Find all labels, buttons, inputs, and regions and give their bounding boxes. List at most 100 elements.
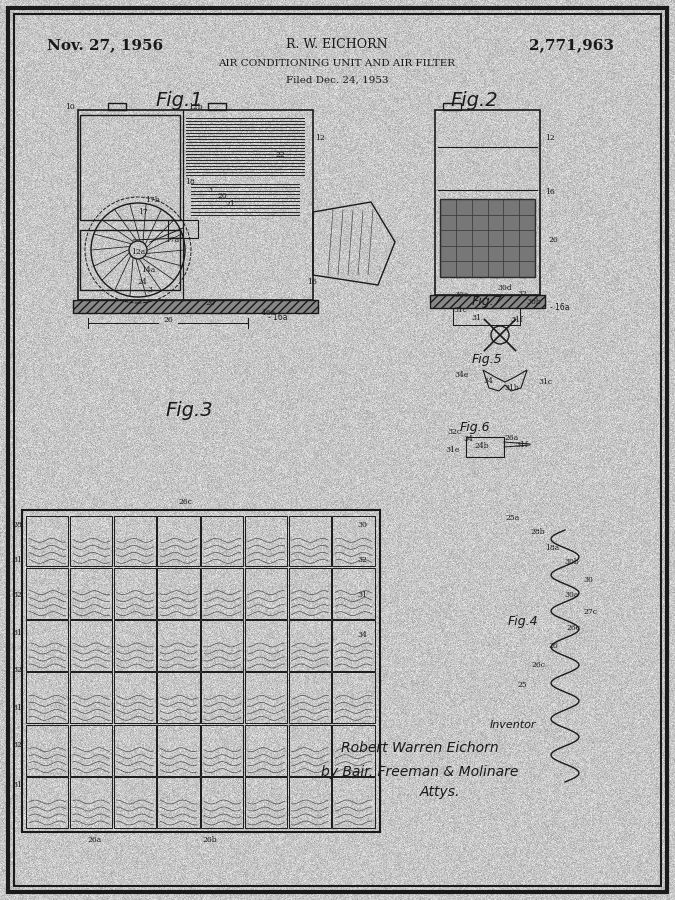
Text: 31: 31	[12, 781, 22, 789]
Bar	[80, 115, 180, 220]
Text: 12: 12	[545, 134, 555, 142]
Bar	[201, 516, 243, 566]
Text: 30a: 30a	[565, 591, 579, 599]
Text: 31: 31	[357, 591, 367, 599]
Bar	[70, 516, 112, 566]
Bar	[201, 620, 243, 671]
Bar	[440, 199, 535, 277]
Text: Filed Dec. 24, 1953: Filed Dec. 24, 1953	[286, 76, 388, 85]
Text: 21: 21	[225, 200, 235, 208]
Text: 31c: 31c	[538, 378, 552, 386]
Bar	[157, 724, 200, 776]
Text: 30d: 30d	[497, 284, 512, 292]
Bar	[168, 220, 198, 238]
Text: 28: 28	[12, 521, 22, 529]
Text: Fig.1: Fig.1	[155, 91, 202, 110]
Text: 20: 20	[217, 192, 227, 200]
Text: 17a: 17a	[165, 236, 179, 244]
Bar	[26, 724, 68, 776]
Text: 26c: 26c	[178, 498, 192, 506]
Bar	[332, 724, 375, 776]
Text: Fig.5: Fig.5	[472, 354, 503, 366]
Bar	[113, 724, 156, 776]
Text: 16a: 16a	[261, 309, 275, 317]
Bar	[70, 778, 112, 828]
Text: Robert Warren Eichorn: Robert Warren Eichorn	[341, 741, 499, 755]
Bar	[80, 230, 180, 290]
Text: 30b: 30b	[526, 298, 541, 306]
Bar	[113, 620, 156, 671]
Text: 34: 34	[357, 631, 367, 639]
Text: R. W. EICHORN: R. W. EICHORN	[286, 39, 388, 51]
Text: 16: 16	[545, 188, 555, 196]
Bar	[332, 620, 375, 671]
Text: 32: 32	[12, 666, 22, 674]
Bar	[108, 103, 126, 110]
Text: Inventor: Inventor	[490, 720, 537, 730]
Bar	[201, 778, 243, 828]
Text: 26: 26	[548, 236, 558, 244]
Text: 2,771,963: 2,771,963	[529, 38, 614, 52]
Text: 34: 34	[483, 377, 493, 385]
Text: 26a: 26a	[88, 836, 102, 844]
Bar	[332, 672, 375, 724]
Text: 31e: 31e	[446, 446, 460, 454]
Text: - 16a: - 16a	[268, 313, 288, 322]
Bar	[157, 620, 200, 671]
Text: 32: 32	[12, 591, 22, 599]
Text: 26: 26	[205, 299, 215, 307]
Text: 12a: 12a	[131, 248, 145, 256]
Text: 31: 31	[12, 556, 22, 564]
Bar	[288, 724, 331, 776]
Text: 24b: 24b	[475, 442, 489, 450]
Text: 26c: 26c	[531, 661, 545, 669]
Bar	[157, 516, 200, 566]
Text: 27c: 27c	[583, 608, 597, 616]
Text: 10: 10	[65, 103, 75, 111]
Bar	[157, 672, 200, 724]
Bar	[288, 778, 331, 828]
Bar	[435, 110, 540, 295]
Bar	[113, 778, 156, 828]
Text: Fig.3: Fig.3	[165, 400, 213, 419]
Bar	[288, 672, 331, 724]
Text: AIR CONDITIONING UNIT AND AIR FILTER: AIR CONDITIONING UNIT AND AIR FILTER	[219, 59, 456, 68]
Bar	[245, 778, 287, 828]
Bar	[26, 620, 68, 671]
Bar	[245, 620, 287, 671]
Text: 32: 32	[517, 290, 527, 298]
Bar	[430, 295, 545, 308]
Text: 3: 3	[207, 186, 213, 194]
Bar	[70, 620, 112, 671]
Text: 22: 22	[275, 151, 285, 159]
Text: 32: 32	[12, 741, 22, 749]
Bar	[466, 437, 504, 457]
Text: 17: 17	[138, 208, 148, 216]
Bar	[332, 778, 375, 828]
Bar	[288, 568, 331, 618]
Bar	[245, 516, 287, 566]
Text: 24: 24	[137, 278, 147, 286]
Text: 16: 16	[307, 278, 317, 286]
Text: Fig.4: Fig.4	[508, 616, 539, 628]
Bar	[157, 568, 200, 618]
Text: Fig.7: Fig.7	[472, 295, 503, 309]
Text: 18a: 18a	[545, 544, 559, 552]
Text: 30b: 30b	[564, 558, 579, 566]
Text: 25a: 25a	[506, 514, 520, 522]
Text: 34e: 34e	[455, 371, 469, 379]
Bar	[208, 103, 226, 110]
Bar	[70, 672, 112, 724]
Text: Fig.6: Fig.6	[460, 421, 491, 435]
Bar	[245, 568, 287, 618]
Bar	[26, 672, 68, 724]
Text: 26b: 26b	[202, 836, 217, 844]
Bar	[332, 516, 375, 566]
Bar	[157, 778, 200, 828]
Text: 31: 31	[12, 629, 22, 637]
Text: 31f: 31f	[516, 441, 529, 449]
Bar	[288, 620, 331, 671]
Text: - 16a: - 16a	[550, 303, 570, 312]
Bar	[201, 724, 243, 776]
Text: 3: 3	[148, 286, 153, 294]
